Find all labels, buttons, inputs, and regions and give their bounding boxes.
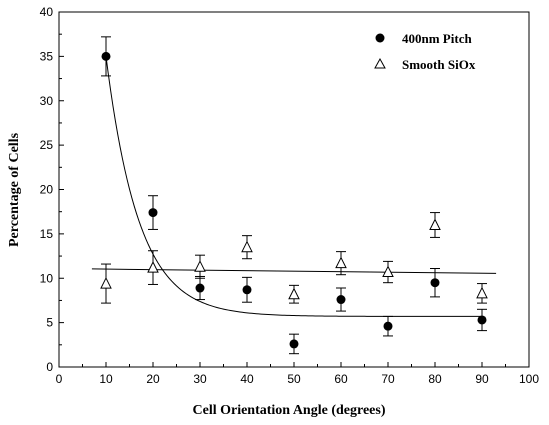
x-tick-label: 70 <box>381 372 395 386</box>
data-point-smooth-siox <box>241 240 253 253</box>
y-tick-label: 20 <box>40 183 54 197</box>
fit-curve-series-0 <box>105 56 482 317</box>
data-point-smooth-siox <box>429 218 441 230</box>
data-point-400nm-pitch <box>289 339 299 349</box>
fit-curve-series-1 <box>91 268 497 274</box>
legend-label-smooth-siox: Smooth SiOx <box>402 57 476 72</box>
x-tick-label: 0 <box>56 372 63 386</box>
x-tick-label: 50 <box>287 372 301 386</box>
legend-marker-400nm-pitch <box>375 33 385 43</box>
data-point-400nm-pitch <box>336 295 346 305</box>
data-point-400nm-pitch <box>430 278 440 288</box>
y-tick-label: 35 <box>40 49 54 63</box>
x-tick-label: 30 <box>193 372 207 386</box>
data-point-smooth-siox <box>288 287 300 300</box>
legend-label-400nm-pitch: 400nm Pitch <box>402 31 472 46</box>
x-tick-label: 40 <box>240 372 254 386</box>
data-point-400nm-pitch <box>242 285 252 295</box>
y-tick-label: 10 <box>40 271 54 285</box>
x-tick-label: 80 <box>428 372 442 386</box>
data-point-smooth-siox <box>476 286 488 299</box>
y-axis-title: Percentage of Cells <box>7 132 22 247</box>
axis-ticks <box>58 11 530 368</box>
y-tick-label: 40 <box>40 5 54 19</box>
data-point-400nm-pitch <box>195 283 205 293</box>
x-tick-label: 90 <box>475 372 489 386</box>
data-point-smooth-siox <box>335 256 347 269</box>
data-point-smooth-siox <box>382 265 394 278</box>
x-tick-label: 100 <box>519 372 539 386</box>
fit-curves <box>91 56 497 317</box>
y-tick-label: 5 <box>46 316 53 330</box>
x-tick-label: 20 <box>146 372 160 386</box>
data-point-400nm-pitch <box>383 321 393 331</box>
y-tick-label: 30 <box>40 94 54 108</box>
data-point-400nm-pitch <box>101 51 111 61</box>
y-tick-label: 25 <box>40 138 54 152</box>
y-tick-label: 0 <box>46 360 53 374</box>
legend: 400nm Pitch Smooth SiOx <box>374 31 476 72</box>
x-axis-title: Cell Orientation Angle (degrees) <box>193 403 386 418</box>
data-point-smooth-siox <box>147 260 159 273</box>
data-markers <box>100 51 488 349</box>
data-point-400nm-pitch <box>148 208 158 218</box>
data-point-smooth-siox <box>100 276 112 289</box>
x-tick-label: 60 <box>334 372 348 386</box>
legend-marker-smooth-siox <box>374 57 386 69</box>
data-point-smooth-siox <box>194 260 206 272</box>
error-bars <box>101 36 487 355</box>
x-tick-label: 10 <box>99 372 113 386</box>
data-point-400nm-pitch <box>477 315 487 325</box>
y-tick-label: 15 <box>40 227 54 241</box>
tick-labels: 0 10 20 30 40 50 60 70 80 90 100 0 5 10 15 20 25 30 35 40 <box>40 5 540 386</box>
